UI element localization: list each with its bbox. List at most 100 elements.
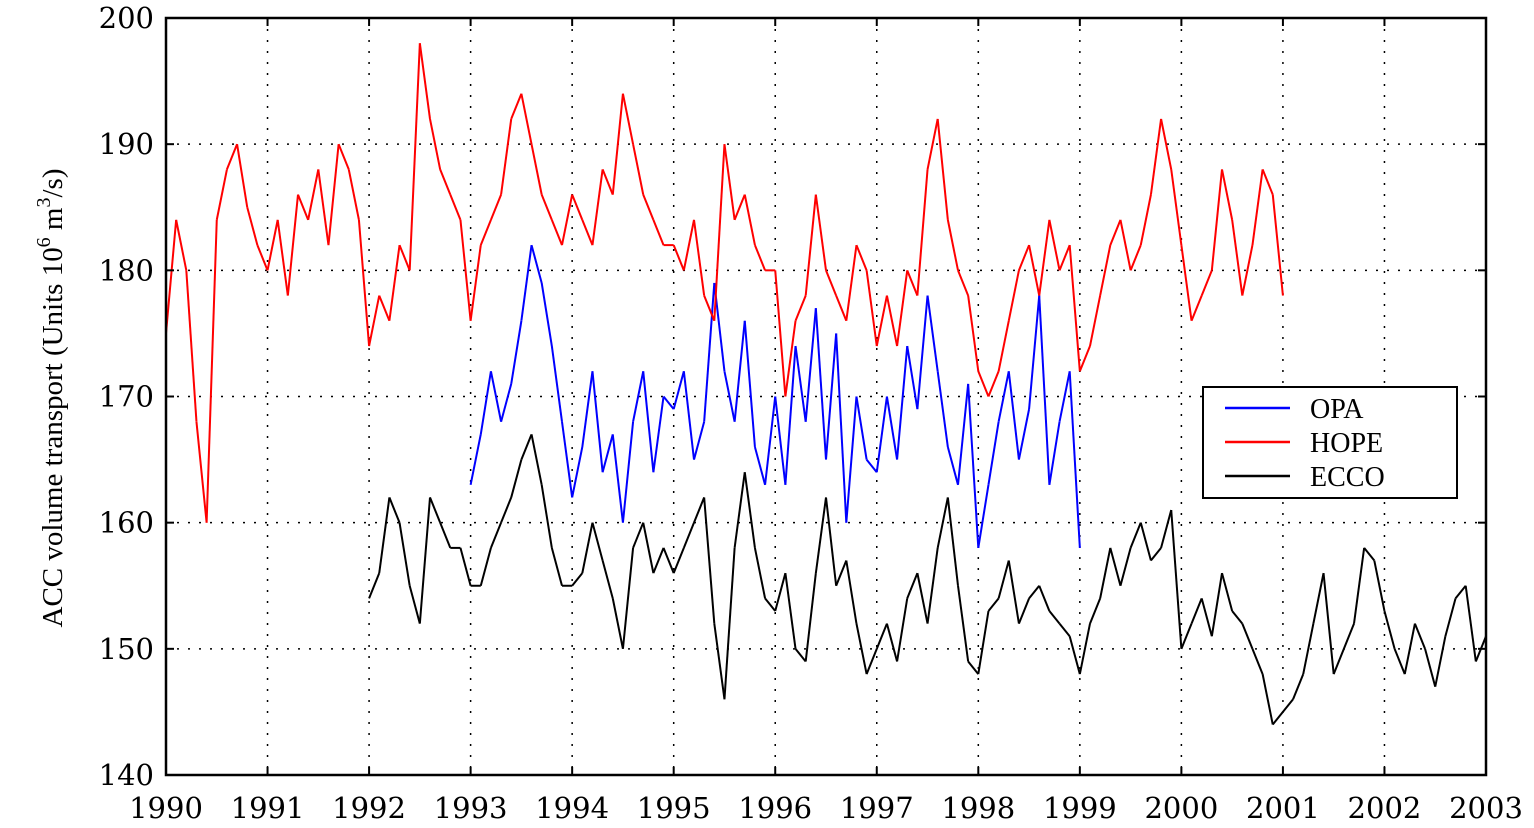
y-tick-label: 170: [99, 380, 154, 414]
series-segment-ecco: [1058, 622, 1071, 637]
y-axis-title-part3: /s): [37, 168, 69, 197]
series-segment-ecco: [1332, 648, 1345, 675]
series-segment-ecco: [794, 648, 807, 663]
series-segment-hope: [500, 118, 513, 195]
series-segment-hope: [1068, 245, 1081, 372]
series-segment-ecco: [581, 522, 594, 574]
series-segment-hope: [307, 169, 320, 221]
series-segment-opa: [967, 383, 980, 548]
series-segment-opa: [794, 345, 807, 422]
series-segment-ecco: [1200, 598, 1213, 637]
series-segment-ecco: [1089, 597, 1102, 624]
series-segment-hope: [936, 118, 949, 220]
series-segment-hope: [1099, 244, 1112, 296]
series-segment-hope: [1109, 219, 1122, 246]
series-segment-opa: [1048, 421, 1061, 485]
series-segment-ecco: [418, 497, 431, 624]
series-segment-hope: [652, 219, 665, 246]
series-segment-hope: [825, 269, 838, 296]
series-segment-hope: [418, 43, 431, 120]
series-segment-hope: [469, 244, 482, 321]
series-segment-hope: [774, 270, 787, 397]
series-segment-opa: [835, 333, 848, 523]
series-segment-opa: [530, 244, 543, 284]
series-segment-hope: [1119, 219, 1132, 271]
series-segment-ecco: [408, 585, 421, 624]
series-ecco: [368, 433, 1487, 726]
series-segment-hope: [571, 194, 584, 221]
series-segment-hope: [1241, 244, 1254, 296]
series-segment-hope: [297, 194, 310, 221]
series-segment-ecco: [611, 598, 624, 650]
series-segment-hope: [855, 244, 868, 271]
series-segment-hope: [398, 244, 411, 271]
series-segment-opa: [743, 320, 756, 448]
series-segment-opa: [814, 308, 827, 460]
series-segment-ecco: [1017, 597, 1031, 624]
y-axis-title-part2: m: [37, 207, 69, 237]
series-segment-hope: [1038, 219, 1051, 296]
series-hope: [165, 43, 1284, 523]
series-segment-hope: [561, 194, 574, 246]
series-segment-ecco: [672, 547, 685, 574]
series-segment-ecco: [1221, 572, 1234, 612]
series-segment-ecco: [1231, 610, 1244, 625]
series-segment-opa: [662, 395, 675, 410]
series-segment-ecco: [540, 484, 553, 549]
series-segment-hope: [439, 169, 452, 196]
series-segment-hope: [205, 219, 218, 523]
series-segment-hope: [1231, 219, 1244, 296]
series-segment-hope: [165, 219, 178, 334]
series-segment-hope: [621, 93, 635, 145]
x-tick-label: 1997: [840, 791, 914, 825]
series-segment-opa: [581, 371, 594, 448]
series-segment-hope: [479, 219, 492, 246]
series-segment-opa: [682, 371, 695, 460]
series-segment-ecco: [743, 472, 756, 549]
series-segment-hope: [906, 269, 919, 296]
series-segment-hope: [550, 219, 563, 246]
series-segment-hope: [215, 169, 228, 221]
x-tick-label: 1998: [941, 791, 1015, 825]
series-segment-ecco: [774, 572, 787, 612]
series-segment-hope: [967, 295, 980, 372]
series-segment-hope: [896, 270, 909, 347]
series-segment-opa: [997, 371, 1010, 422]
series-segment-hope: [733, 194, 746, 221]
series-segment-ecco: [713, 623, 726, 700]
series-segment-hope: [987, 370, 1000, 397]
series-segment-hope: [794, 295, 807, 322]
series-segment-hope: [1058, 244, 1071, 271]
series-segment-hope: [357, 219, 371, 347]
x-tick-label: 1999: [1043, 791, 1117, 825]
series-segment-opa: [489, 371, 503, 422]
series-opa: [469, 244, 1081, 549]
series-segment-hope: [814, 194, 827, 271]
series-segment-opa: [936, 371, 949, 448]
series-segment-opa: [733, 320, 746, 422]
series-segment-hope: [591, 169, 604, 246]
series-segment-ecco: [1139, 522, 1152, 561]
series-segment-opa: [693, 421, 706, 460]
series-segment-ecco: [764, 597, 777, 612]
series-segment-opa: [540, 282, 553, 347]
series-segment-hope: [337, 143, 350, 170]
series-segment-ecco: [936, 497, 949, 549]
series-segment-hope: [276, 219, 289, 296]
series-segment-opa: [845, 396, 858, 523]
series-segment-ecco: [1353, 547, 1366, 624]
series-segment-ecco: [804, 573, 817, 662]
series-segment-hope: [926, 118, 939, 170]
y-tick-label: 200: [99, 1, 154, 35]
series-segment-ecco: [682, 522, 695, 549]
series-segment-hope: [540, 194, 553, 221]
series-segment-hope: [723, 144, 736, 220]
series-segment-opa: [703, 282, 716, 422]
x-tick-label: 1991: [231, 791, 305, 825]
series-segment-ecco: [1444, 598, 1457, 637]
series-segment-hope: [286, 194, 299, 296]
series-segment-ecco: [926, 547, 939, 624]
series-segment-hope: [1007, 270, 1020, 321]
series-segment-ecco: [1363, 547, 1376, 562]
series-segment-opa: [591, 371, 604, 473]
